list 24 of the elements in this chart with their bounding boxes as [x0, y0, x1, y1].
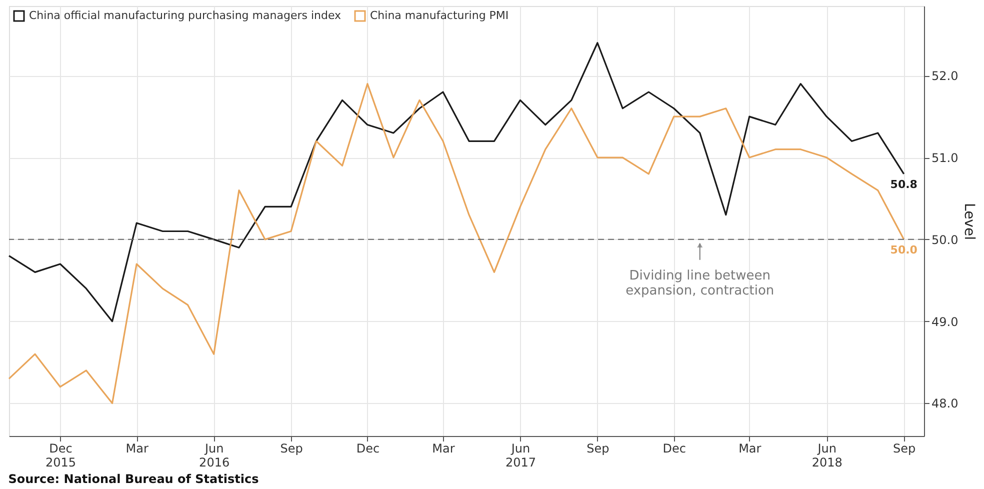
x-tick-label: Jun 2018 [812, 442, 842, 470]
source-note: Source: National Bureau of Statistics [8, 472, 259, 486]
x-tick-label: Mar [432, 442, 455, 456]
y-axis-title: Level [961, 203, 978, 240]
x-tick-label: Sep [586, 442, 610, 456]
x-tick-label: Dec [356, 442, 380, 456]
x-tick-label: Sep [280, 442, 303, 456]
x-tick-label: Dec 2015 [45, 442, 76, 470]
legend-label: China official manufacturing purchasing managers index [29, 9, 342, 22]
annotation: Dividing line between expansion, contraction [626, 268, 774, 298]
data-label: 50.0 [890, 243, 918, 256]
x-tick-label: Sep [893, 442, 916, 456]
data-label: 50.8 [890, 178, 918, 191]
legend-label: China manufacturing PMI [370, 9, 509, 22]
x-tick-label: Jun 2016 [199, 442, 230, 470]
x-tick-label: Dec [662, 442, 686, 456]
y-tick-label: 49.0 [932, 314, 958, 329]
y-tick-label: 52.0 [932, 69, 958, 84]
x-tick-label: Mar [738, 442, 762, 456]
x-tick-label: Jun 2017 [505, 442, 536, 470]
y-tick-label: 51.0 [932, 151, 958, 166]
y-tick-label: 50.0 [932, 232, 958, 247]
x-tick-label: Mar [126, 442, 148, 456]
y-tick-label: 48.0 [932, 396, 958, 411]
